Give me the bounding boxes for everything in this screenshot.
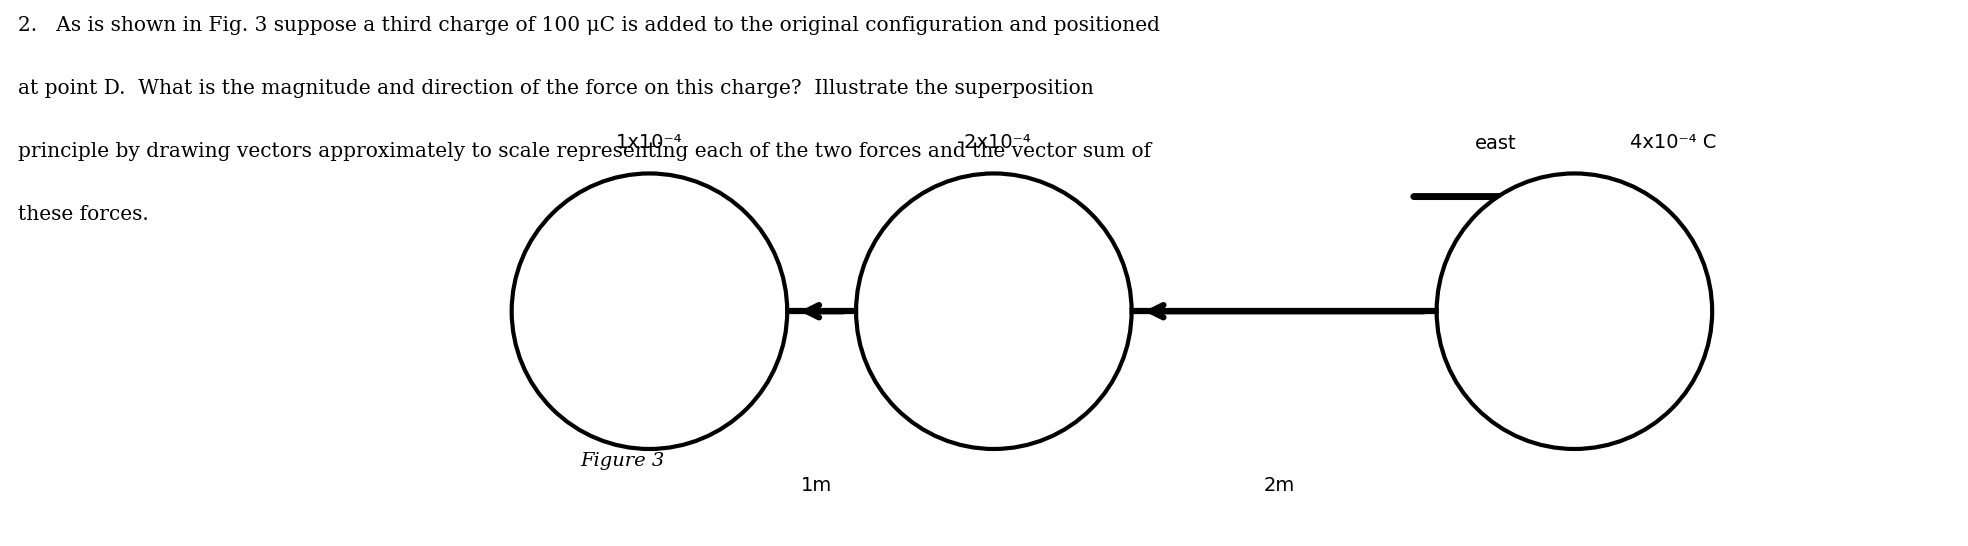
Ellipse shape [514, 174, 785, 448]
Text: at point D.  What is the magnitude and direction of the force on this charge?  I: at point D. What is the magnitude and di… [18, 79, 1094, 98]
Text: principle by drawing vectors approximately to scale representing each of the two: principle by drawing vectors approximate… [18, 142, 1151, 161]
Text: these forces.: these forces. [18, 205, 150, 224]
Text: 2.   As is shown in Fig. 3 suppose a third charge of 100 μC is added to the orig: 2. As is shown in Fig. 3 suppose a third… [18, 16, 1159, 35]
Text: 4x10⁻⁴ C: 4x10⁻⁴ C [1630, 133, 1716, 152]
Text: 2m: 2m [1263, 476, 1295, 495]
Text: Figure 3: Figure 3 [581, 452, 665, 470]
Text: east: east [1474, 134, 1517, 153]
Text: 1m: 1m [801, 476, 832, 495]
Ellipse shape [858, 174, 1130, 448]
Text: -2x10⁻⁴: -2x10⁻⁴ [956, 133, 1031, 152]
Text: 1x10⁻⁴: 1x10⁻⁴ [616, 133, 683, 152]
Ellipse shape [1439, 174, 1710, 448]
